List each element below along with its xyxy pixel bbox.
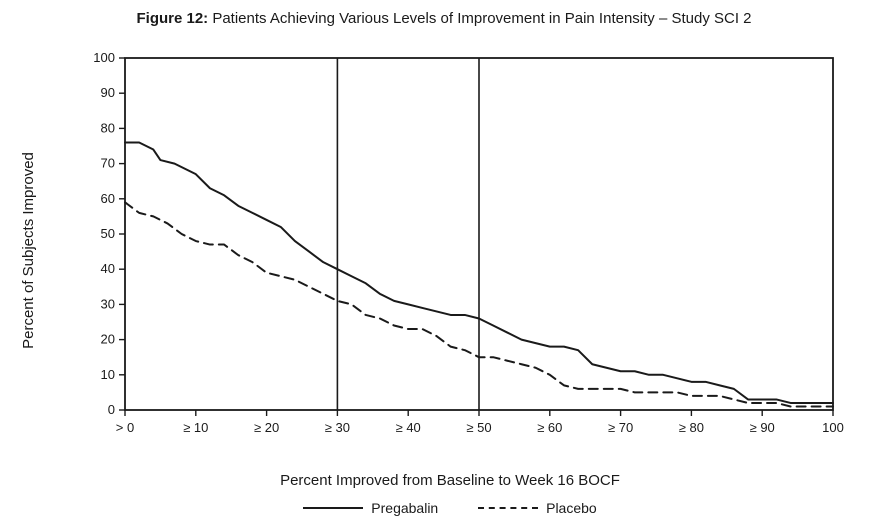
legend-swatch-dashed xyxy=(478,507,538,509)
svg-text:≥ 90: ≥ 90 xyxy=(750,420,775,435)
svg-text:50: 50 xyxy=(101,226,115,241)
svg-text:90: 90 xyxy=(101,85,115,100)
plot-area: 0 10 20 30 40 50 60 70 80 90 100 > 0 ≥ 10 ≥ 20 ≥ 30 ≥ 4… xyxy=(55,50,845,450)
svg-text:70: 70 xyxy=(101,156,115,171)
legend-item-pregabalin: Pregabalin xyxy=(303,500,438,516)
svg-text:60: 60 xyxy=(101,191,115,206)
svg-text:10: 10 xyxy=(101,367,115,382)
legend-item-placebo: Placebo xyxy=(478,500,597,516)
svg-text:≥ 30: ≥ 30 xyxy=(325,420,350,435)
svg-text:20: 20 xyxy=(101,332,115,347)
svg-text:≥ 50: ≥ 50 xyxy=(466,420,491,435)
figure-title-prefix: Figure 12: xyxy=(136,10,208,27)
legend: Pregabalin Placebo xyxy=(55,496,845,516)
svg-text:40: 40 xyxy=(101,261,115,276)
legend-label: Placebo xyxy=(546,500,597,516)
svg-text:30: 30 xyxy=(101,296,115,311)
y-axis-label: Percent of Subjects Improved xyxy=(20,152,37,349)
svg-text:0: 0 xyxy=(108,402,115,417)
svg-text:≥ 60: ≥ 60 xyxy=(537,420,562,435)
figure-title-rest: Patients Achieving Various Levels of Imp… xyxy=(208,10,751,27)
chart-svg: 0 10 20 30 40 50 60 70 80 90 100 > 0 ≥ 10 ≥ 20 ≥ 30 ≥ 4… xyxy=(55,50,845,450)
svg-text:100: 100 xyxy=(822,420,844,435)
legend-label: Pregabalin xyxy=(371,500,438,516)
svg-text:100: 100 xyxy=(93,50,115,65)
figure-container: Figure 12: Patients Achieving Various Le… xyxy=(0,0,888,525)
y-axis-label-wrap: Percent of Subjects Improved xyxy=(18,50,38,450)
figure-title: Figure 12: Patients Achieving Various Le… xyxy=(0,10,888,27)
legend-swatch-solid xyxy=(303,507,363,509)
svg-text:> 0: > 0 xyxy=(116,420,134,435)
svg-text:≥ 10: ≥ 10 xyxy=(183,420,208,435)
svg-text:≥ 20: ≥ 20 xyxy=(254,420,279,435)
svg-text:80: 80 xyxy=(101,120,115,135)
x-axis-label: Percent Improved from Baseline to Week 1… xyxy=(55,472,845,489)
svg-text:≥ 40: ≥ 40 xyxy=(396,420,421,435)
svg-text:≥ 80: ≥ 80 xyxy=(679,420,704,435)
svg-text:≥ 70: ≥ 70 xyxy=(608,420,633,435)
